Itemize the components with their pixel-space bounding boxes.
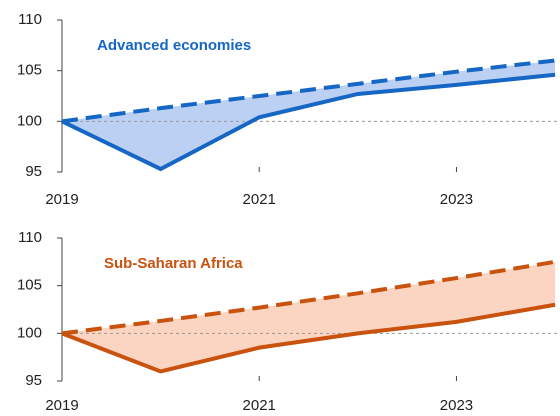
- panel-title: Sub-Saharan Africa: [104, 255, 243, 272]
- panel-title: Advanced economies: [97, 37, 251, 54]
- x-tick-label: 2021: [243, 191, 276, 208]
- y-tick-label: 95: [25, 372, 42, 389]
- gap-area: [62, 261, 556, 372]
- y-tick-label: 105: [17, 62, 42, 79]
- x-tick-label: 2019: [45, 191, 78, 208]
- x-tick-label: 2019: [45, 397, 78, 414]
- y-tick-label: 100: [17, 112, 42, 129]
- gap-area: [62, 60, 556, 169]
- series-line: [61, 72, 556, 172]
- series-line: [61, 302, 556, 374]
- y-tick-label: 110: [18, 229, 42, 246]
- y-tick-label: 110: [18, 11, 42, 28]
- series-line: [61, 58, 556, 124]
- x-tick-label: 2021: [243, 397, 276, 414]
- y-tick-label: 105: [17, 277, 42, 294]
- series-line: [61, 259, 556, 336]
- y-tick-label: 100: [17, 324, 42, 341]
- x-tick-label: 2023: [440, 191, 473, 208]
- x-tick-label: 2023: [440, 397, 473, 414]
- y-tick-label: 95: [25, 163, 42, 180]
